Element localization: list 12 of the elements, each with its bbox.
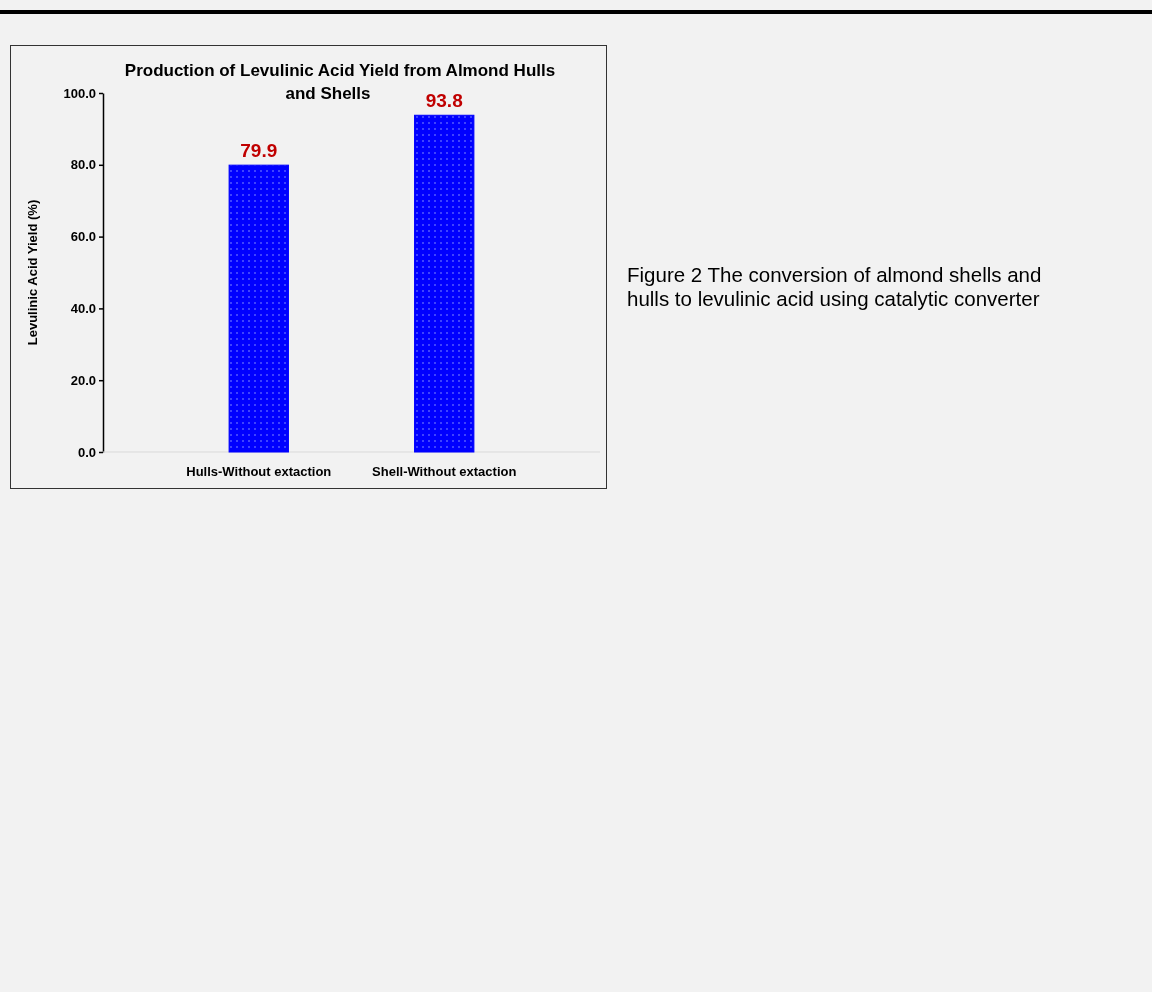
y-tick-label: 80.0: [70, 157, 96, 173]
caption: Figure 2 The conversion of almond shells and hulls to levulinic acid using catalytic converter: [627, 263, 1043, 311]
x-tick-label: Hulls-Without extaction: [186, 463, 332, 479]
y-tick-label: 40.0: [70, 301, 96, 317]
y-tick-label: 20.0: [70, 372, 96, 388]
y-axis-title: Levulinic Acid Yield (%): [25, 199, 40, 346]
x-tick-label: Shell-Without extaction: [372, 463, 517, 479]
y-tick-label: 100.0: [63, 85, 96, 101]
y-tick-label: 60.0: [70, 229, 96, 245]
data-label: 93.8: [425, 90, 463, 112]
y-tick-label: 0.0: [77, 444, 96, 460]
data-label: 79.9: [240, 140, 278, 162]
